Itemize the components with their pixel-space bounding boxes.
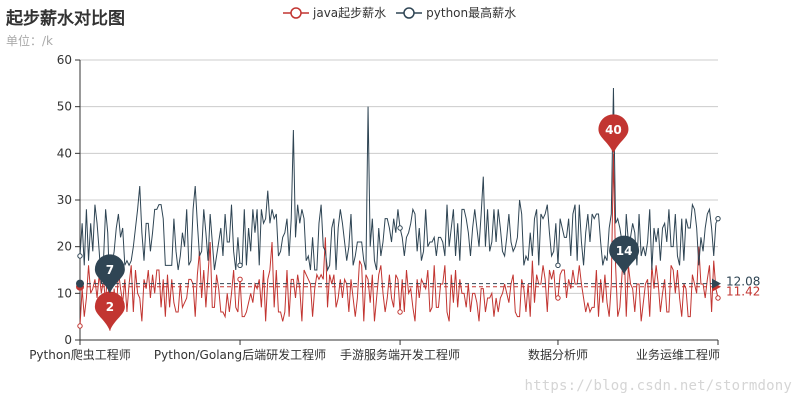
x-tick-label: 手游服务端开发工程师 xyxy=(340,347,460,362)
chart-title: 起步薪水对比图 xyxy=(6,9,125,29)
legend-label-java: java起步薪水 xyxy=(313,6,387,20)
y-tick-label: 20 xyxy=(57,240,72,254)
mark-point-label: 40 xyxy=(605,123,622,137)
mark-point: 2 xyxy=(94,291,125,331)
data-point xyxy=(555,262,561,269)
series-line-python xyxy=(79,87,719,294)
mark-point-pin xyxy=(609,235,640,275)
mark-point-pin xyxy=(94,291,125,331)
mark-point: 7 xyxy=(94,254,125,294)
chart-legend: java起步薪水 python最高薪水 xyxy=(283,4,526,21)
mean-line-arrow xyxy=(712,278,721,289)
mark-point-label: 14 xyxy=(616,244,633,258)
legend-item-python[interactable]: python最高薪水 xyxy=(396,4,516,21)
y-tick-label: 60 xyxy=(57,53,72,67)
data-point xyxy=(237,262,243,269)
data-point xyxy=(555,295,561,301)
x-tick-label: Python爬虫工程师 xyxy=(29,347,131,362)
y-tick-label: 50 xyxy=(57,100,72,114)
data-point xyxy=(397,225,403,231)
data-point xyxy=(715,295,721,301)
mark-point: 14 xyxy=(609,235,640,275)
x-tick-label: 数据分析师 xyxy=(528,347,588,362)
legend-swatch-java xyxy=(283,6,309,19)
watermark: https://blog.csdn.net/stormdony xyxy=(524,378,792,394)
y-tick-label: 30 xyxy=(57,193,72,207)
data-point xyxy=(77,253,83,259)
data-point xyxy=(397,309,403,315)
mark-point-pin xyxy=(598,114,629,154)
legend-label-python: python最高薪水 xyxy=(426,6,517,20)
x-tick-label: 业务运维工程师 xyxy=(636,347,720,362)
mean-line-start xyxy=(76,279,84,288)
chart-subtitle: 单位：/k xyxy=(6,34,53,48)
mean-label: 11.42 xyxy=(726,285,760,299)
y-tick-label: 0 xyxy=(64,333,72,347)
data-point xyxy=(237,276,243,283)
legend-swatch-python xyxy=(396,6,423,19)
x-tick-label: Python/Golang后端研发工程师 xyxy=(154,347,326,362)
mark-point-label: 7 xyxy=(106,263,114,277)
y-tick-label: 10 xyxy=(57,286,72,300)
mark-point-label: 2 xyxy=(106,300,114,314)
mark-point: 40 xyxy=(598,114,629,154)
mean-label: 12.08 xyxy=(726,275,760,289)
mark-point-pin xyxy=(94,254,125,294)
y-tick-label: 40 xyxy=(57,146,72,160)
data-point xyxy=(77,323,83,329)
legend-item-java[interactable]: java起步薪水 xyxy=(283,4,386,21)
data-point xyxy=(715,215,721,222)
series-line-java xyxy=(79,153,719,331)
